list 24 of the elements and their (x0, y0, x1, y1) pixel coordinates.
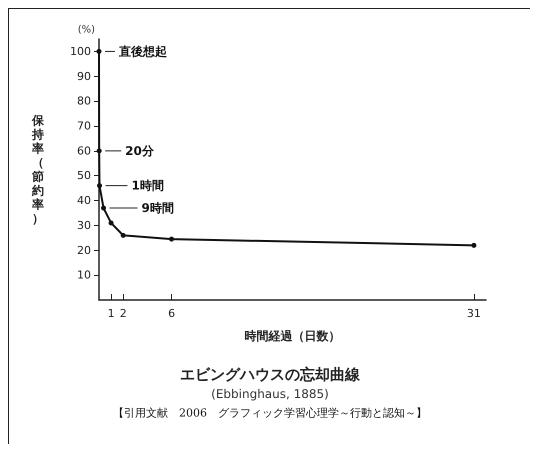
text: (%) (78, 24, 96, 36)
y-tick-label: 50 (77, 169, 91, 182)
annotation: 20分 (125, 144, 155, 158)
y-tick-label: 100 (70, 44, 91, 58)
x-tick-label: 6 (168, 307, 176, 320)
text: 【引用文献 2006 グラフィック学習心理学～行動と認知～】 (113, 406, 427, 420)
y-tick-label: 20 (77, 244, 91, 257)
x-axis-title: 時間経過（日数） (244, 329, 340, 343)
y-tick-label: 90 (77, 70, 91, 83)
x-tick-label: 31 (466, 307, 481, 320)
y-tick-label: 40 (77, 194, 91, 208)
annotation: 直後想起 (118, 44, 167, 58)
y-tick-label: 10 (77, 268, 91, 282)
y-tick-label: 70 (77, 120, 91, 132)
y-tick-label: 80 (77, 94, 91, 108)
text: (Ebbinghaus, 1885) (211, 387, 329, 401)
x-tick-label: 2 (120, 307, 127, 320)
text: エビングハウスの忘却曲線 (180, 366, 361, 384)
y-tick-label: 60 (77, 144, 91, 158)
annotation: 1時間 (132, 178, 164, 193)
y-axis-title: 保持率（節約率） (31, 114, 45, 226)
annotation: 9時間 (142, 201, 174, 216)
x-tick-label: 1 (108, 307, 115, 320)
y-tick-label: 30 (77, 218, 91, 232)
